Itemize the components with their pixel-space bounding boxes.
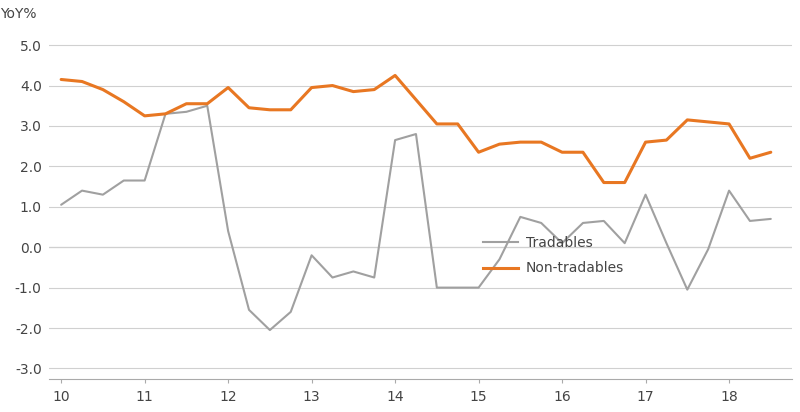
- Tradables: [537, 220, 546, 225]
- Non-tradables: [703, 119, 713, 124]
- Tradables: [244, 307, 254, 312]
- Tradables: [78, 188, 87, 193]
- Non-tradables: [78, 79, 87, 84]
- Non-tradables: [265, 107, 274, 112]
- Non-tradables: [537, 140, 546, 145]
- Non-tradables: [766, 150, 775, 154]
- Non-tradables: [202, 101, 212, 106]
- Non-tradables: [578, 150, 588, 154]
- Tradables: [265, 328, 274, 332]
- Non-tradables: [119, 99, 129, 104]
- Tradables: [411, 131, 421, 136]
- Tradables: [202, 103, 212, 108]
- Tradables: [578, 220, 588, 225]
- Non-tradables: [161, 111, 170, 116]
- Tradables: [703, 247, 713, 252]
- Tradables: [328, 275, 338, 280]
- Non-tradables: [558, 150, 567, 154]
- Non-tradables: [474, 150, 483, 154]
- Tradables: [494, 257, 504, 262]
- Tradables: [682, 287, 692, 292]
- Tradables: [390, 138, 400, 143]
- Legend: Tradables, Non-tradables: Tradables, Non-tradables: [483, 236, 624, 275]
- Non-tradables: [432, 122, 442, 126]
- Non-tradables: [286, 107, 295, 112]
- Non-tradables: [182, 101, 191, 106]
- Tradables: [349, 269, 358, 274]
- Non-tradables: [453, 122, 462, 126]
- Non-tradables: [662, 138, 671, 143]
- Tradables: [558, 241, 567, 246]
- Non-tradables: [599, 180, 609, 185]
- Tradables: [56, 202, 66, 207]
- Non-tradables: [515, 140, 525, 145]
- Text: YoY%: YoY%: [0, 7, 37, 21]
- Non-tradables: [641, 140, 650, 145]
- Non-tradables: [244, 105, 254, 110]
- Tradables: [662, 241, 671, 246]
- Tradables: [307, 253, 317, 258]
- Tradables: [182, 109, 191, 114]
- Non-tradables: [140, 113, 150, 118]
- Tradables: [140, 178, 150, 183]
- Tradables: [370, 275, 379, 280]
- Non-tradables: [98, 87, 108, 92]
- Tradables: [599, 218, 609, 223]
- Tradables: [474, 285, 483, 290]
- Non-tradables: [682, 117, 692, 122]
- Non-tradables: [411, 97, 421, 102]
- Tradables: [745, 218, 754, 223]
- Line: Non-tradables: Non-tradables: [61, 75, 770, 183]
- Tradables: [620, 241, 630, 246]
- Tradables: [515, 214, 525, 219]
- Tradables: [98, 192, 108, 197]
- Tradables: [432, 285, 442, 290]
- Non-tradables: [390, 73, 400, 78]
- Non-tradables: [56, 77, 66, 82]
- Tradables: [766, 216, 775, 221]
- Non-tradables: [328, 83, 338, 88]
- Non-tradables: [223, 85, 233, 90]
- Tradables: [161, 111, 170, 116]
- Tradables: [286, 309, 295, 314]
- Non-tradables: [745, 156, 754, 161]
- Non-tradables: [494, 142, 504, 147]
- Non-tradables: [724, 122, 734, 126]
- Tradables: [641, 192, 650, 197]
- Non-tradables: [370, 87, 379, 92]
- Non-tradables: [349, 89, 358, 94]
- Non-tradables: [307, 85, 317, 90]
- Tradables: [119, 178, 129, 183]
- Tradables: [453, 285, 462, 290]
- Tradables: [223, 229, 233, 234]
- Non-tradables: [620, 180, 630, 185]
- Line: Tradables: Tradables: [61, 106, 770, 330]
- Tradables: [724, 188, 734, 193]
